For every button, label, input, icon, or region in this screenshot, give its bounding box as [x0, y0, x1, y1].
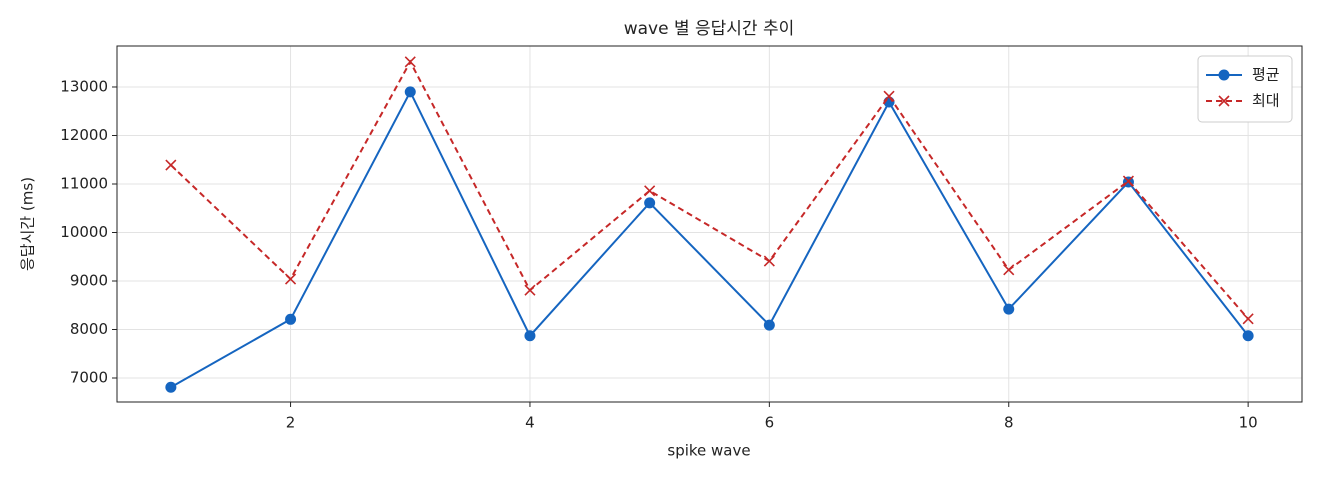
data-point: [644, 197, 656, 209]
x-tick-label: 2: [286, 414, 296, 432]
y-tick-label: 13000: [60, 77, 108, 95]
series-line: [170, 59, 1249, 320]
data-point: [1003, 303, 1015, 315]
data-point: [1122, 175, 1135, 187]
data-point: [284, 273, 297, 285]
data-point: [1242, 313, 1254, 325]
data-point: [165, 381, 177, 393]
y-axis-label: 응답시간 (ms): [19, 177, 37, 271]
series-line: [170, 89, 1249, 389]
data-point: [1003, 264, 1015, 276]
legend-label: 평균: [1252, 66, 1280, 84]
y-tick-label: 12000: [60, 126, 108, 144]
x-axis-label: spike wave: [667, 442, 750, 460]
data-point: [644, 185, 656, 197]
data-point: [883, 90, 895, 102]
x-tick-label: 6: [765, 414, 775, 432]
x-tick-label: 10: [1239, 414, 1258, 432]
x-tick-label: 8: [1004, 414, 1014, 432]
data-point: [763, 255, 775, 267]
legend-marker: [1218, 95, 1230, 107]
data-point: [404, 86, 416, 98]
data-point: [404, 56, 416, 68]
y-tick-label: 7000: [70, 368, 108, 386]
legend-marker: [1218, 69, 1230, 81]
y-tick-label: 8000: [70, 320, 108, 338]
data-point: [285, 313, 297, 325]
y-tick-label: 10000: [60, 223, 108, 241]
data-point: [763, 319, 775, 331]
data-point: [165, 159, 177, 171]
chart-title: wave 별 응답시간 추이: [624, 19, 795, 39]
y-tick-label: 11000: [60, 174, 108, 192]
y-tick-label: 9000: [70, 271, 108, 289]
plot-frame: [116, 45, 1303, 403]
data-point: [524, 284, 536, 296]
legend-label: 최대: [1252, 92, 1280, 110]
data-point: [524, 330, 536, 342]
x-tick-label: 4: [525, 414, 535, 432]
data-point: [1242, 330, 1254, 342]
